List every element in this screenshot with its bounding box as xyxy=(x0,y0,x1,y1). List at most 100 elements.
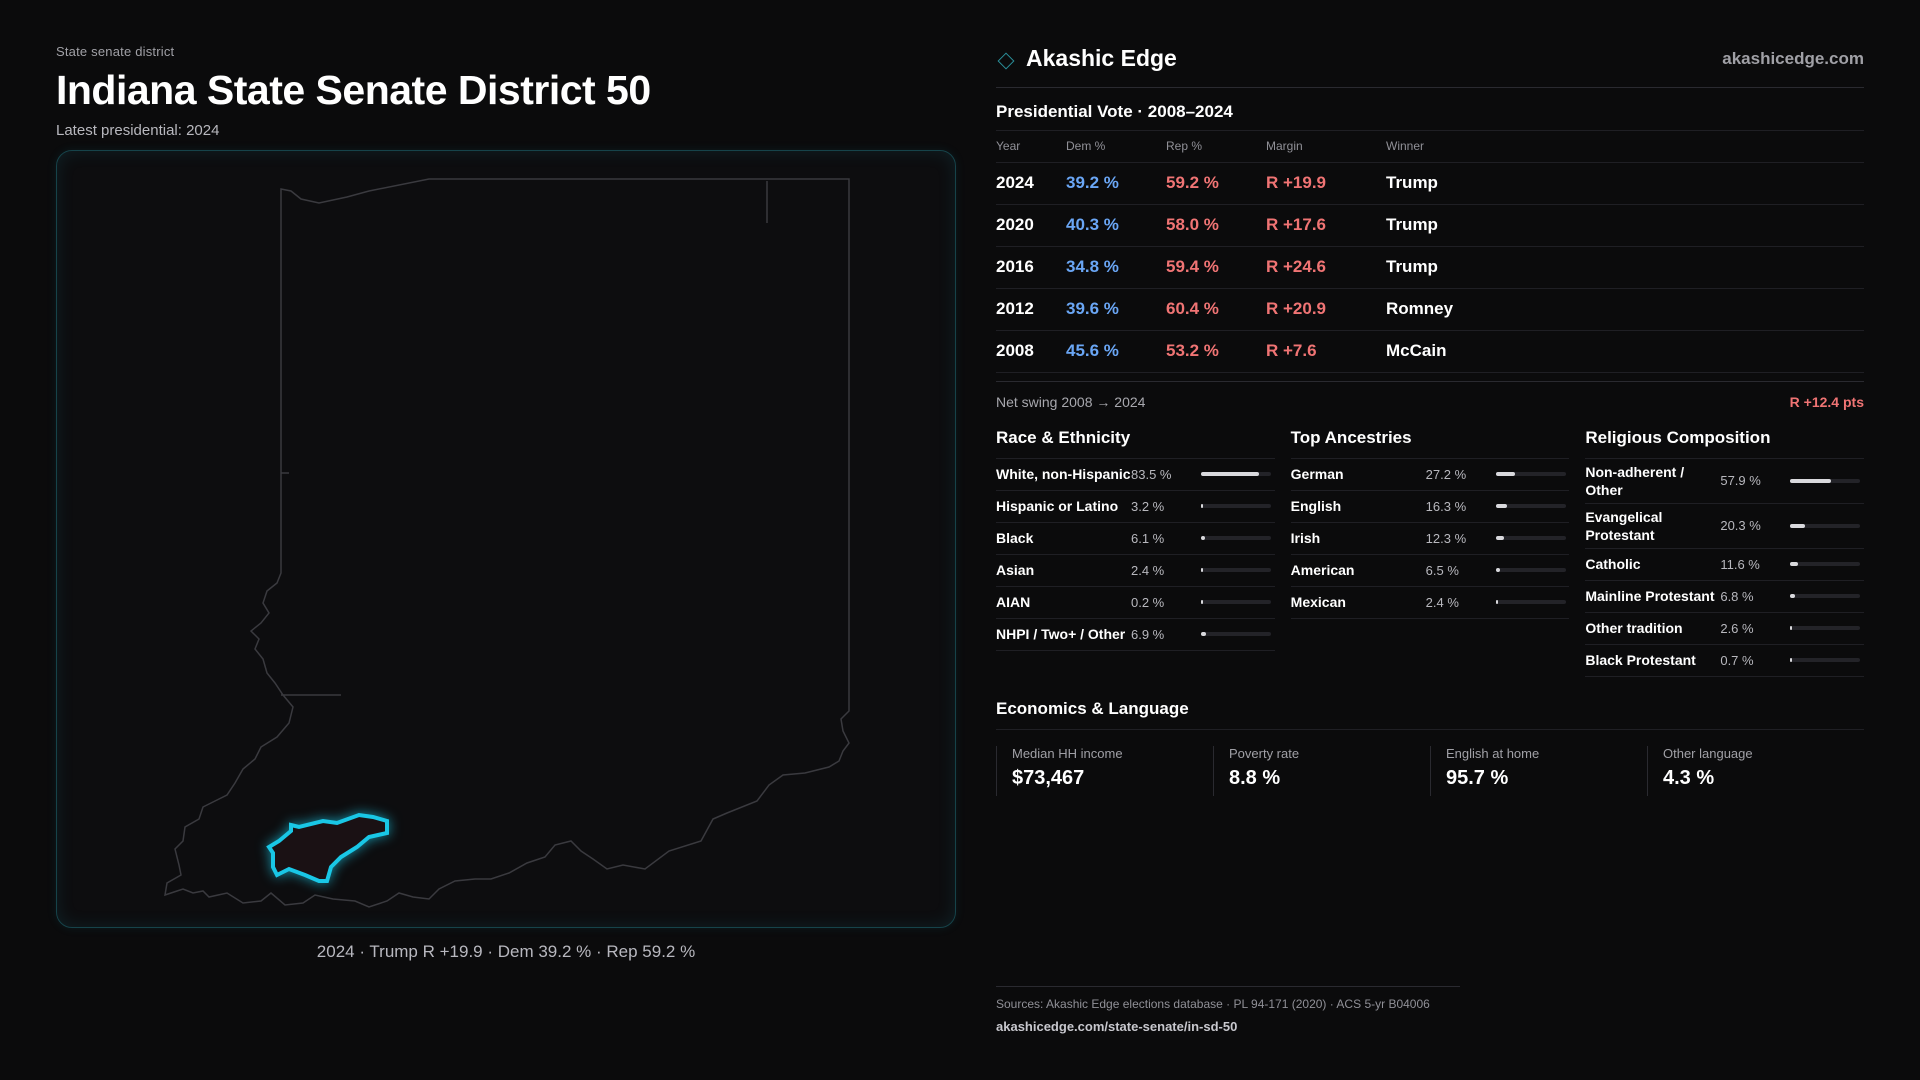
percent-bar-fill xyxy=(1495,536,1505,540)
table-row: 2012 39.6 % 60.4 % R +20.9 Romney xyxy=(996,288,1864,331)
percent-bar xyxy=(1201,536,1271,540)
winner-cell: Trump xyxy=(1386,162,1864,205)
list-item: Black Protestant 0.7 % xyxy=(1585,645,1865,677)
year-cell: 2012 xyxy=(996,288,1066,331)
list-item: White, non-Hispanic 83.5 % xyxy=(996,459,1275,491)
item-percent: 57.9 % xyxy=(1720,473,1761,488)
col-rep: Rep % xyxy=(1166,131,1266,163)
col-winner: Winner xyxy=(1386,131,1864,163)
brand-name: Akashic Edge xyxy=(1026,45,1177,71)
list-item: Asian 2.4 % xyxy=(996,555,1275,587)
brand-url[interactable]: akashicedge.com xyxy=(1722,48,1864,68)
table-row: 2016 34.8 % 59.4 % R +24.6 Trump xyxy=(996,246,1864,289)
stat-label: English at home xyxy=(1446,745,1540,761)
item-name: English xyxy=(1290,498,1342,514)
margin-cell: R +17.6 xyxy=(1266,204,1386,247)
percent-bar xyxy=(1790,523,1861,528)
ancestry-list: German 27.2 % English 16.3 % Irish 12.3 % Amer… xyxy=(1290,459,1570,619)
district-50-shape[interactable] xyxy=(266,812,389,883)
percent-bar xyxy=(1495,600,1566,604)
list-item: AIAN 0.2 % xyxy=(996,587,1275,619)
latest-presidential: Latest presidential: 2024 xyxy=(56,122,220,139)
sources: Sources: Akashic Edge elections database… xyxy=(996,986,1460,1034)
stat-label: Poverty rate xyxy=(1229,745,1300,761)
dem-cell: 39.2 % xyxy=(1066,162,1166,205)
item-name: Evangelical Protestant xyxy=(1585,508,1663,543)
item-percent: 20.3 % xyxy=(1720,518,1761,533)
table-row: 2024 39.2 % 59.2 % R +19.9 Trump xyxy=(996,162,1864,205)
item-percent: 0.7 % xyxy=(1720,652,1754,668)
percent-bar xyxy=(1495,568,1566,572)
item-name: Black Protestant xyxy=(1585,652,1696,668)
item-percent: 27.2 % xyxy=(1425,466,1467,482)
list-item: Non-adherent / Other 57.9 % xyxy=(1585,459,1865,504)
header: State senate district Indiana State Sena… xyxy=(56,44,956,139)
list-item: American 6.5 % xyxy=(1290,555,1570,587)
item-name: Mexican xyxy=(1290,594,1346,610)
margin-cell: R +20.9 xyxy=(1266,288,1386,331)
list-item: NHPI / Two+ / Other 6.9 % xyxy=(996,619,1275,651)
winner-cell: Trump xyxy=(1386,204,1864,247)
item-percent: 6.1 % xyxy=(1131,530,1165,546)
percent-bar xyxy=(1495,472,1566,476)
margin-cell: R +7.6 xyxy=(1266,330,1386,373)
district-map[interactable] xyxy=(56,150,956,928)
percent-bar xyxy=(1790,562,1861,566)
stat-value: $73,467 xyxy=(1012,766,1085,789)
percent-bar xyxy=(1790,478,1861,483)
dem-cell: 45.6 % xyxy=(1066,330,1166,373)
item-percent: 11.6 % xyxy=(1720,556,1760,572)
percent-bar-fill xyxy=(1201,632,1206,636)
percent-bar-fill xyxy=(1201,536,1206,540)
stat-median-income: Median HH income $73,467 xyxy=(996,745,1213,796)
rep-cell: 58.0 % xyxy=(1166,204,1266,247)
list-item: German 27.2 % xyxy=(1290,459,1570,491)
table-row: 2020 40.3 % 58.0 % R +17.6 Trump xyxy=(996,204,1864,247)
col-margin: Margin xyxy=(1266,131,1386,163)
page-title: Indiana State Senate District 50 xyxy=(56,67,651,113)
dem-cell: 34.8 % xyxy=(1066,246,1166,289)
item-percent: 6.5 % xyxy=(1425,562,1459,578)
percent-bar-fill xyxy=(1495,568,1501,572)
race-title: Race & Ethnicity xyxy=(996,428,1275,459)
list-item: Black 6.1 % xyxy=(996,523,1275,555)
item-percent: 2.4 % xyxy=(1131,562,1165,578)
percent-bar-fill xyxy=(1201,568,1203,572)
economics-title: Economics & Language xyxy=(996,699,1864,730)
sources-line: Sources: Akashic Edge elections database… xyxy=(996,997,1430,1011)
source-url-link[interactable]: akashicedge.com/state-senate/in-sd-50 xyxy=(996,1019,1238,1034)
percent-bar xyxy=(1201,632,1271,636)
district-kicker: State senate district xyxy=(56,44,175,59)
rep-cell: 53.2 % xyxy=(1166,330,1266,373)
economics-stats: Median HH income $73,467 Poverty rate 8.… xyxy=(996,745,1864,796)
year-cell: 2020 xyxy=(996,204,1066,247)
item-name: Other tradition xyxy=(1585,620,1683,636)
percent-bar-fill xyxy=(1495,600,1498,604)
percent-bar xyxy=(1790,594,1861,598)
dem-cell: 40.3 % xyxy=(1066,204,1166,247)
percent-bar-fill xyxy=(1790,626,1793,630)
stat-label: Median HH income xyxy=(1012,745,1123,761)
percent-bar xyxy=(1201,472,1271,476)
brand-row: Akashic Edge akashicedge.com xyxy=(996,40,1864,88)
percent-bar-fill xyxy=(1495,472,1515,476)
map-caption: 2024 · Trump R +19.9 · Dem 39.2 % · Rep … xyxy=(316,942,696,961)
percent-bar xyxy=(1790,626,1861,630)
religion-list: Non-adherent / Other 57.9 % Evangelical Pr… xyxy=(1585,459,1865,677)
stat-value: 4.3 % xyxy=(1663,766,1715,789)
item-percent: 2.6 % xyxy=(1720,620,1754,636)
rep-cell: 59.2 % xyxy=(1166,162,1266,205)
col-year: Year xyxy=(996,131,1066,163)
list-item: Hispanic or Latino 3.2 % xyxy=(996,491,1275,523)
item-name: Asian xyxy=(996,562,1035,578)
percent-bar-fill xyxy=(1495,504,1508,508)
list-item: Mexican 2.4 % xyxy=(1290,587,1570,619)
year-cell: 2008 xyxy=(996,330,1066,373)
race-column: Race & Ethnicity White, non-Hispanic 83.5… xyxy=(996,428,1275,677)
item-name: Mainline Protestant xyxy=(1585,588,1715,604)
ancestry-column: Top Ancestries German 27.2 % English 16.3 %… xyxy=(1290,428,1570,677)
stat-value: 8.8 % xyxy=(1229,766,1281,789)
net-swing-value: R +12.4 pts xyxy=(1789,393,1864,410)
stat-label: Other language xyxy=(1663,745,1753,761)
winner-cell: Romney xyxy=(1386,288,1864,331)
